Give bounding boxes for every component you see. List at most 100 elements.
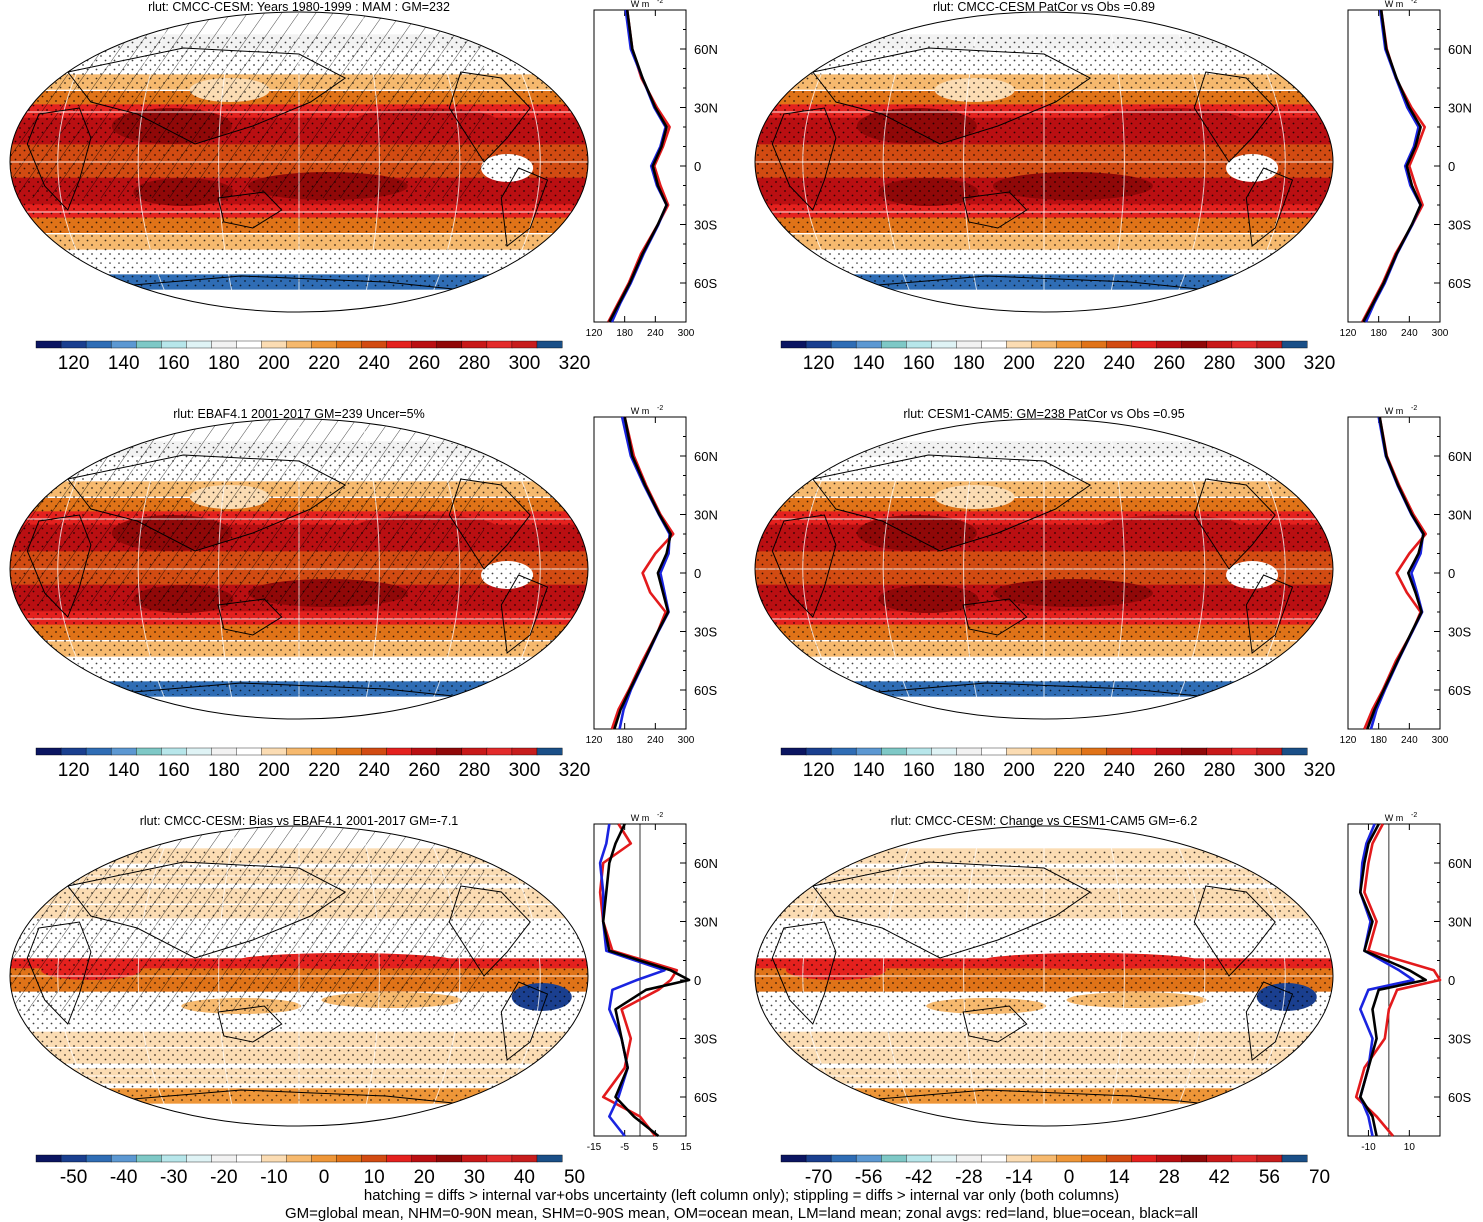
colorbar-swatch: [805, 1154, 832, 1163]
colorbar-tick-label: 220: [1053, 353, 1085, 374]
colorbar-swatch: [135, 747, 162, 756]
colorbar-swatch: [461, 1154, 488, 1163]
colorbar-tick-label: 300: [509, 760, 541, 781]
colorbar-swatch: [411, 1154, 438, 1163]
profile-frame: [593, 9, 687, 323]
colorbar-tick-label: 42: [1209, 1167, 1230, 1188]
continent-outline: [811, 47, 1092, 145]
profile-units: W m: [1385, 813, 1404, 823]
continent-outline: [1245, 167, 1294, 247]
colorbar-swatch: [981, 747, 1007, 756]
colorbar-swatch: [956, 747, 982, 756]
colorbar-swatch: [830, 747, 857, 756]
colorbar-tick-label: 240: [358, 353, 390, 374]
profile-line-all: [1366, 416, 1425, 730]
colorbar-swatch: [411, 747, 438, 756]
lat-tick-label: 30N: [694, 508, 718, 523]
continent-outline: [841, 1089, 1247, 1109]
map-border: [9, 825, 589, 1127]
colorbar-swatch: [511, 340, 538, 349]
profile-tick-label: -10: [1361, 1142, 1376, 1153]
colorbar-tick-label: 240: [358, 760, 390, 781]
colorbar-swatch: [436, 747, 463, 756]
continent-outline: [771, 514, 837, 618]
colorbar-tick-label: 0: [319, 1167, 330, 1188]
colorbar-tick-label: 220: [1053, 760, 1085, 781]
lat-tick-label: 0: [694, 973, 701, 988]
colorbar-swatch: [1281, 1154, 1308, 1163]
colorbar-swatch: [135, 1154, 162, 1163]
profile-line-ocean: [1364, 9, 1422, 323]
colorbar-swatch: [1256, 747, 1283, 756]
colorbar-tick-label: 140: [853, 353, 885, 374]
colorbar-swatch: [236, 340, 262, 349]
colorbar-swatch: [956, 1154, 982, 1163]
graticule-meridian: [361, 12, 380, 312]
profile-frame: [593, 416, 687, 730]
colorbar-swatch: [1256, 1154, 1283, 1163]
colorbar-tick-label: 300: [1254, 760, 1286, 781]
colorbar-swatch: [536, 1154, 563, 1163]
graticule-meridian: [963, 419, 982, 719]
profile-frame: [1347, 416, 1441, 730]
colorbar-swatch: [386, 747, 413, 756]
lat-tick-label: 60S: [694, 683, 717, 698]
colorbar-swatch: [780, 747, 807, 756]
colorbar-swatch: [1181, 747, 1208, 756]
colorbar-swatch: [906, 747, 932, 756]
colorbar-swatch: [855, 1154, 882, 1163]
colorbar-swatch: [805, 747, 832, 756]
colorbar-swatch: [361, 340, 388, 349]
colorbar-tick-label: 200: [1003, 760, 1035, 781]
graticule-meridian: [423, 419, 461, 719]
graticule-meridian: [882, 419, 920, 719]
colorbar-swatch: [311, 340, 338, 349]
profile-tick-label: 5: [653, 1142, 659, 1153]
profile-line-ocean: [618, 416, 671, 730]
continent-outline: [448, 478, 531, 570]
colorbar-tick-label: 120: [803, 760, 835, 781]
profile-units: W m: [631, 813, 650, 823]
continent-outline: [26, 514, 92, 618]
lat-tick-label: 0: [694, 159, 701, 174]
colorbar-swatch: [931, 747, 957, 756]
lat-tick-label: 60S: [1448, 683, 1471, 698]
colorbar-tick-label: 280: [458, 760, 490, 781]
colorbar-swatch: [830, 1154, 857, 1163]
map-field: [755, 826, 1333, 1126]
continent-outline: [811, 861, 1092, 959]
panel-title: rlut: CMCC-CESM PatCor vs Obs =0.89: [933, 0, 1155, 14]
colorbar-swatch: [1006, 340, 1032, 349]
panel-2: rlut: CMCC-CESM PatCor vs Obs =0.89 120 14…: [754, 0, 1472, 374]
colorbar-swatch: [286, 747, 313, 756]
colorbar-swatch: [855, 340, 882, 349]
colorbar-swatch: [85, 340, 112, 349]
colorbar-tick-label: 180: [953, 760, 985, 781]
colorbar-swatch: [486, 747, 513, 756]
colorbar-swatch: [436, 340, 463, 349]
colorbar-swatch: [906, 340, 932, 349]
profile-units: W m: [631, 406, 650, 416]
lat-tick-label: 30S: [694, 218, 717, 233]
map-field: [755, 419, 1333, 719]
lat-tick-label: 30N: [694, 101, 718, 116]
map-border: [754, 11, 1334, 313]
continent-outline: [26, 107, 92, 211]
continent-outline: [448, 71, 531, 163]
colorbar-swatch: [60, 1154, 87, 1163]
colorbar-tick-label: 120: [58, 760, 90, 781]
profile-tick-label: -15: [587, 1142, 602, 1153]
colorbar-tick-label: -14: [1005, 1167, 1033, 1188]
profile-tick-label: 300: [678, 735, 695, 746]
colorbar-tick-label: 120: [803, 353, 835, 374]
continent-outline: [217, 1005, 283, 1043]
colorbar-swatch: [85, 747, 112, 756]
colorbar-swatch: [211, 1154, 237, 1163]
colorbar-tick-label: 0: [1064, 1167, 1075, 1188]
profile-tick-label: 240: [647, 328, 664, 339]
colorbar-swatch: [35, 340, 62, 349]
colorbar-tick-label: 180: [208, 353, 240, 374]
profile-tick-label: 240: [1401, 328, 1418, 339]
colorbar-swatch: [1031, 747, 1058, 756]
colorbar-swatch: [1056, 340, 1083, 349]
